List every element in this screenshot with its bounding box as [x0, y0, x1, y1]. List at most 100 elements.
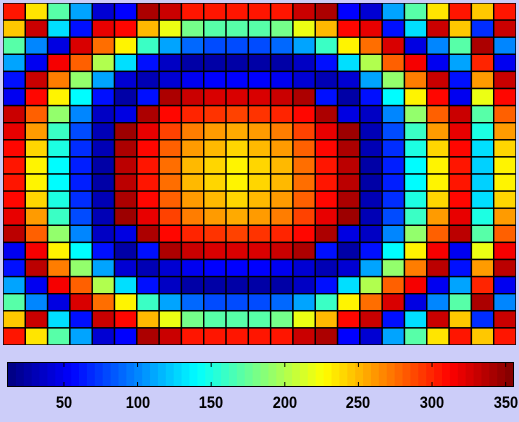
heatmap-cell	[403, 53, 428, 73]
heatmap-cell	[314, 224, 339, 244]
heatmap-cell	[426, 139, 450, 158]
heatmap-cell	[359, 258, 383, 278]
heatmap-cell	[24, 121, 49, 141]
heatmap-cell	[91, 53, 116, 73]
heatmap-cell	[203, 36, 227, 56]
heatmap-cell	[403, 70, 428, 90]
heatmap-cell	[136, 70, 160, 90]
heatmap-cell	[493, 327, 516, 345]
colorbar-band	[71, 363, 80, 386]
heatmap-cell	[493, 121, 516, 141]
colorbar-band	[434, 363, 443, 386]
heatmap-cell	[158, 139, 183, 158]
heatmap-cell	[269, 70, 294, 90]
colorbar-band	[244, 363, 254, 386]
colorbar-band	[173, 363, 183, 386]
heatmap-cell	[247, 36, 272, 56]
heatmap-cell	[269, 121, 294, 141]
heatmap-cell	[24, 104, 49, 124]
heatmap-cell	[91, 121, 116, 141]
heatmap-cell	[292, 139, 316, 158]
heatmap-cell	[448, 293, 473, 312]
heatmap-cell	[314, 104, 339, 124]
heatmap-cell	[470, 207, 495, 226]
heatmap-cell	[3, 70, 26, 90]
heatmap-cell	[247, 70, 272, 90]
heatmap-cell	[91, 327, 116, 345]
heatmap-cell	[292, 207, 316, 226]
heatmap-cell	[24, 36, 49, 56]
heatmap-cell	[3, 87, 26, 107]
heatmap-cell	[225, 310, 250, 329]
heatmap-cell	[336, 87, 361, 107]
heatmap-cell	[336, 104, 361, 124]
heatmap-cell	[314, 19, 339, 38]
heatmap-cell	[136, 241, 160, 261]
heatmap-cell	[448, 3, 473, 21]
heatmap-cell	[359, 36, 383, 56]
heatmap-cell	[493, 207, 516, 226]
heatmap-cell	[269, 53, 294, 73]
heatmap-cell	[46, 173, 71, 192]
heatmap-cell	[180, 258, 205, 278]
heatmap-cell	[470, 258, 495, 278]
colorbar-tick-label: 100	[125, 393, 150, 412]
heatmap-cell	[470, 104, 495, 124]
colorbar-band	[205, 363, 214, 386]
heatmap-cell	[292, 19, 316, 38]
heatmap-cell	[359, 207, 383, 226]
heatmap-cell	[158, 241, 183, 261]
colorbar-band	[410, 363, 419, 386]
heatmap-cell	[3, 19, 26, 38]
heatmap-cell	[448, 104, 473, 124]
heatmap-cell	[426, 87, 450, 107]
heatmap-cell	[336, 293, 361, 312]
heatmap-cell	[359, 293, 383, 312]
heatmap-cell	[3, 293, 26, 312]
heatmap-cell	[3, 173, 26, 192]
heatmap-cell	[158, 258, 183, 278]
heatmap-cell	[3, 327, 26, 345]
heatmap-cell	[180, 121, 205, 141]
heatmap-cell	[336, 224, 361, 244]
heatmap-cell	[247, 224, 272, 244]
heatmap-cell	[46, 258, 71, 278]
heatmap-cell	[113, 190, 138, 209]
heatmap-cell	[69, 156, 93, 175]
colorbar-band	[134, 363, 143, 386]
heatmap-cell	[336, 36, 361, 56]
heatmap-cell	[493, 87, 516, 107]
heatmap-cell	[493, 275, 516, 295]
heatmap-cell	[180, 275, 205, 295]
heatmap-cell	[203, 241, 227, 261]
heatmap-cell	[314, 53, 339, 73]
heatmap-cell	[448, 121, 473, 141]
heatmap-cell	[113, 310, 138, 329]
heatmap-cell	[46, 156, 71, 175]
heatmap-cell	[24, 258, 49, 278]
heatmap-cell	[381, 258, 406, 278]
colorbar-band	[465, 363, 475, 386]
heatmap-cell	[91, 3, 116, 21]
heatmap-cell	[336, 53, 361, 73]
heatmap-cell	[136, 19, 160, 38]
heatmap-cell	[403, 36, 428, 56]
heatmap-cell	[91, 104, 116, 124]
heatmap-cell	[493, 3, 516, 21]
heatmap-cell	[247, 19, 272, 38]
heatmap-cell	[336, 310, 361, 329]
heatmap-cell	[403, 190, 428, 209]
heatmap-cell	[269, 310, 294, 329]
heatmap-cell	[46, 224, 71, 244]
heatmap-cell	[225, 19, 250, 38]
heatmap-cell	[91, 139, 116, 158]
heatmap-cell	[225, 53, 250, 73]
heatmap-cell	[314, 139, 339, 158]
heatmap-cell	[470, 87, 495, 107]
heatmap-cell	[470, 173, 495, 192]
heatmap-cell	[314, 70, 339, 90]
heatmap-cell	[24, 19, 49, 38]
heatmap-cell	[470, 3, 495, 21]
heatmap-cell	[359, 156, 383, 175]
heatmap-cell	[336, 190, 361, 209]
